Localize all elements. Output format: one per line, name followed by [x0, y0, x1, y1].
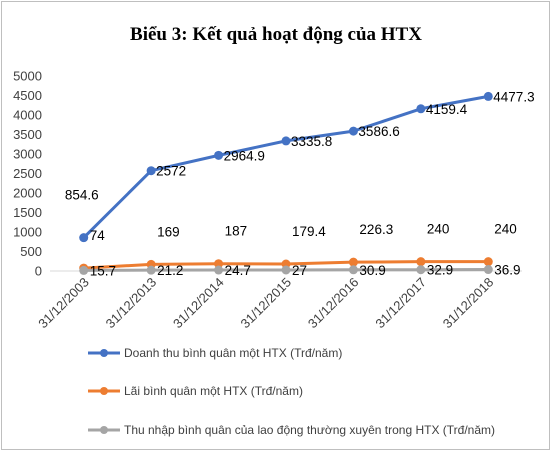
data-label: 32.9: [427, 263, 453, 278]
data-point: [416, 265, 426, 275]
legend-marker: [100, 426, 108, 434]
data-point: [146, 166, 156, 176]
data-label: 4477.3: [493, 89, 534, 104]
x-tick-label: 31/12/2014: [170, 275, 227, 332]
data-label: 24.7: [225, 263, 251, 278]
x-tick-label: 31/12/2017: [372, 275, 429, 332]
data-label: 240: [494, 222, 517, 237]
data-label: 240: [427, 222, 450, 237]
legend-entry: Doanh thu bình quân một HTX (Trđ/năm): [124, 346, 342, 360]
data-label: 2964.9: [224, 148, 265, 163]
data-label: 187: [225, 224, 248, 239]
x-tick-label: 31/12/2015: [237, 275, 294, 332]
legend: Doanh thu bình quân một HTX (Trđ/năm) Lãi…: [88, 346, 495, 437]
y-tick-label: 4500: [13, 88, 42, 103]
data-point: [214, 150, 224, 160]
x-tick-label: 31/12/2003: [35, 275, 92, 332]
y-tick-label: 1500: [13, 205, 42, 220]
data-label: 226.3: [359, 222, 393, 237]
legend-marker: [100, 387, 108, 395]
data-point: [281, 265, 291, 275]
legend-marker: [100, 349, 108, 357]
y-tick-label: 4000: [13, 108, 42, 123]
data-label: 4159.4: [426, 102, 468, 117]
x-tick-label: 31/12/2016: [305, 275, 362, 332]
data-label: 2572: [156, 164, 186, 179]
legend-entry: Thu nhập bình quân của lao động thường x…: [124, 423, 495, 437]
x-tick-label: 31/12/2018: [440, 275, 497, 332]
data-point: [214, 259, 224, 269]
y-tick-label: 2500: [13, 166, 42, 181]
data-point: [416, 257, 426, 267]
data-point: [281, 136, 291, 146]
chart-title: Biểu 3: Kết quả hoạt động của HTX: [130, 24, 422, 45]
y-tick-label: 500: [20, 244, 42, 259]
data-label: 15.7: [90, 263, 116, 278]
data-label: 36.9: [494, 263, 520, 278]
data-point: [483, 91, 493, 101]
data-label: 854.6: [65, 188, 99, 203]
x-axis-ticks: 31/12/2003 31/12/2013 31/12/2014 31/12/2015…: [35, 275, 496, 332]
data-point: [483, 257, 493, 267]
data-label: 179.4: [292, 224, 326, 239]
legend-entry: Lãi bình quân một HTX (Trđ/năm): [124, 384, 303, 398]
data-label: 169: [157, 224, 180, 239]
data-point: [214, 265, 224, 275]
data-label: 74: [90, 228, 106, 243]
data-label: 3586.6: [358, 124, 399, 139]
x-tick-label: 31/12/2013: [103, 275, 160, 332]
series-layer: [79, 91, 493, 275]
data-point: [348, 257, 358, 267]
data-label: 27: [292, 263, 307, 278]
data-point: [146, 265, 156, 275]
data-label: 21.2: [157, 263, 183, 278]
data-point: [348, 126, 358, 136]
y-tick-label: 2000: [13, 186, 42, 201]
y-tick-label: 3500: [13, 127, 42, 142]
y-tick-label: 0: [35, 264, 42, 279]
data-point: [483, 265, 493, 275]
y-tick-label: 5000: [13, 69, 42, 84]
data-label: 30.9: [359, 263, 385, 278]
y-tick-label: 1000: [13, 225, 42, 240]
data-point: [416, 104, 426, 114]
y-tick-label: 3000: [13, 147, 42, 162]
data-labels-layer: 854.6 2572 2964.9 3335.8 3586.6 4159.4 4477.3 7…: [65, 89, 535, 278]
series-line-0: [82, 94, 489, 239]
data-point: [348, 265, 358, 275]
data-point: [79, 233, 89, 243]
data-point: [79, 265, 89, 275]
y-axis-ticks: 0 500 1000 1500 2000 2500 3000 3500 4000 4500 5000: [13, 69, 42, 279]
data-label: 3335.8: [291, 134, 332, 149]
